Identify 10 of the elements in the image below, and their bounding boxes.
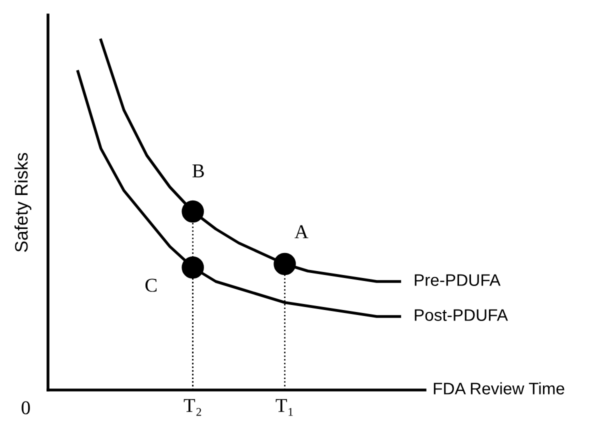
x-tick-label: T₂ [184, 399, 202, 416]
series-label: Post-PDUFA [414, 309, 508, 321]
series-label: Pre-PDUFA [414, 274, 501, 286]
annotation: A [294, 225, 308, 238]
y-axis-title: Safety Risks [14, 152, 32, 252]
text: 0 [22, 401, 30, 414]
x-tick-label: T₁ [276, 399, 293, 416]
annotation: B [192, 164, 204, 178]
x-axis-title: FDA Review Time [434, 382, 564, 394]
annotation: C [145, 278, 157, 292]
